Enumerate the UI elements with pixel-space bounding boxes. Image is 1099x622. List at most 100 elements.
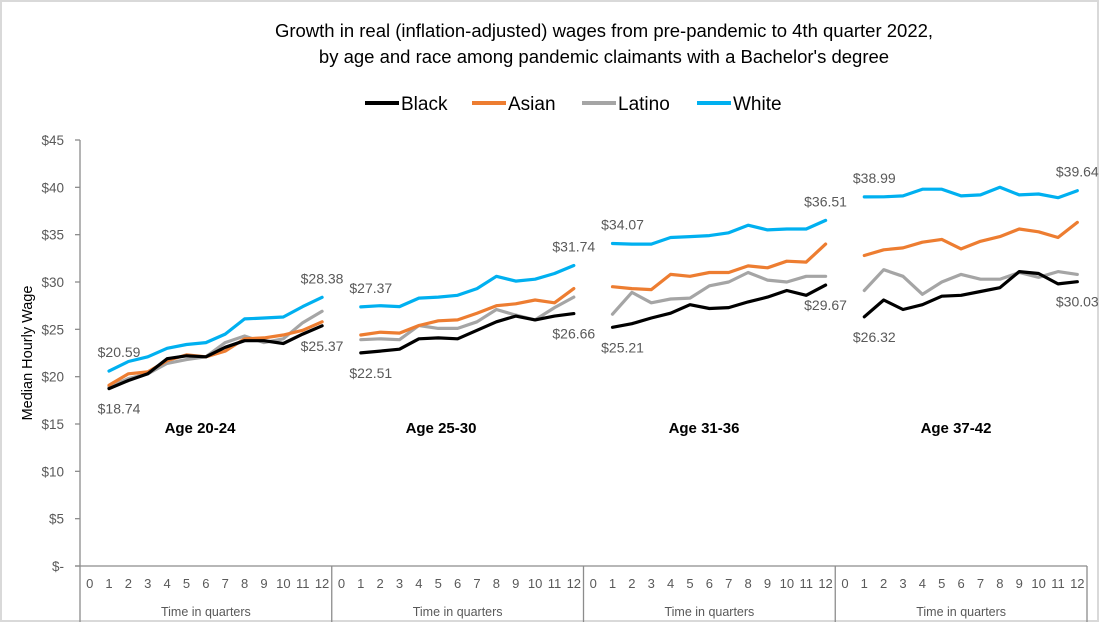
panel-age-31-36: $34.07 $25.21 $36.51 $29.67 Age 31-36 [601,193,847,437]
x-tick-label: 0 [338,576,345,591]
y-axis-label: Median Hourly Wage [20,286,36,421]
legend-label: White [733,94,782,115]
legend-label: Latino [618,94,670,115]
data-label: $36.51 [804,193,847,209]
x-tick-label: 3 [144,576,151,591]
x-group-label: Time in quarters [916,605,1006,619]
series-line-asian [359,287,576,337]
data-label: $39.64 [1056,164,1099,180]
x-tick-label: 9 [512,576,519,591]
y-tick-label: $25 [41,322,64,337]
x-tick-label: 1 [609,576,616,591]
x-tick-label: 7 [473,576,480,591]
data-label: $20.59 [98,344,141,360]
data-label: $26.32 [853,329,896,345]
x-tick-label: 12 [315,576,329,591]
chart-title: Growth in real (inflation-adjusted) wage… [275,20,933,41]
x-tick-label: 11 [799,576,813,591]
x-tick-label: 10 [1031,576,1045,591]
x-tick-label: 3 [648,576,655,591]
panel-label: Age 20-24 [165,420,237,437]
y-tick-label: $10 [41,464,64,479]
y-axis: $- $5 $10 $15 $20 $25 $30 $35 $40 $45 [41,133,81,574]
y-tick-label: $5 [49,512,64,527]
x-tick-label: 7 [222,576,229,591]
series-line-black [359,312,576,355]
x-tick-label: 2 [125,576,132,591]
x-tick-label: 3 [899,576,906,591]
x-tick-label: 5 [183,576,190,591]
series-line-latino [862,268,1079,296]
legend-item-asian: Asian [472,94,556,115]
y-tick-label: $40 [41,180,64,195]
data-label: $25.21 [601,339,644,355]
panel-age-20-24: $20.59 $18.74 $28.38 $25.37 Age 20-24 [98,270,344,437]
x-group-label: Time in quarters [161,605,251,619]
data-label: $27.37 [349,280,392,296]
y-tick-label: $45 [41,133,64,148]
y-tick-label: $35 [41,228,64,243]
x-tick-label: 0 [590,576,597,591]
data-label: $30.03 [1056,294,1099,310]
x-tick-label: 6 [454,576,461,591]
x-tick-label: 2 [628,576,635,591]
x-tick-label: 8 [241,576,248,591]
x-tick-label: 9 [1016,576,1023,591]
x-tick-label: 2 [377,576,384,591]
x-tick-label: 10 [276,576,290,591]
series-line-white [862,185,1079,200]
legend-item-black: Black [365,94,448,115]
series-line-asian [610,242,828,292]
x-tick-label: 11 [296,576,310,591]
legend: Black Asian Latino White [365,94,782,115]
series-line-black [862,270,1079,319]
data-label: $28.38 [301,270,344,286]
x-tick-label: 0 [86,576,93,591]
x-tick-label: 6 [706,576,713,591]
x-tick-label: 12 [567,576,581,591]
x-tick-label: 2 [880,576,887,591]
series-line-black [107,324,324,391]
legend-label: Black [401,94,448,115]
x-tick-label: 4 [164,576,171,591]
x-tick-label: 8 [493,576,500,591]
x-tick-label: 11 [1051,576,1065,591]
data-label: $34.07 [601,216,644,232]
x-tick-label: 1 [861,576,868,591]
legend-item-latino: Latino [582,94,670,115]
x-tick-label: 4 [667,576,674,591]
data-label: $18.74 [98,401,141,417]
x-tick-label: 1 [105,576,112,591]
x-tick-label: 7 [977,576,984,591]
x-tick-label: 9 [764,576,771,591]
x-tick-label: 8 [996,576,1003,591]
x-tick-label: 12 [818,576,832,591]
x-tick-label: 1 [357,576,364,591]
data-label: $38.99 [853,170,896,186]
y-tick-label: $20 [41,370,64,385]
panel-label: Age 31-36 [669,420,740,437]
series-line-white [107,295,324,373]
panel-age-37-42: $38.99 $26.32 $39.64 $30.03 Age 37-42 [853,164,1099,437]
panel-age-25-30: $27.37 $22.51 $31.74 $26.66 Age 25-30 [349,239,595,437]
x-tick-label: 4 [919,576,926,591]
x-tick-label: 9 [260,576,267,591]
series-line-white [610,218,828,246]
data-label: $26.66 [552,326,595,342]
x-tick-label: 7 [725,576,732,591]
y-tick-label: $15 [41,417,64,432]
series-line-latino [610,270,828,316]
chart-subtitle: by age and race among pandemic claimants… [319,46,889,67]
x-group-label: Time in quarters [413,605,503,619]
x-group-label: Time in quarters [664,605,754,619]
x-tick-label: 6 [958,576,965,591]
x-tick-label: 5 [435,576,442,591]
data-label: $31.74 [552,239,595,255]
x-tick-label: 10 [528,576,542,591]
legend-label: Asian [508,94,556,115]
x-tick-label: 10 [780,576,794,591]
x-tick-label: 11 [548,576,562,591]
x-tick-label: 0 [841,576,848,591]
